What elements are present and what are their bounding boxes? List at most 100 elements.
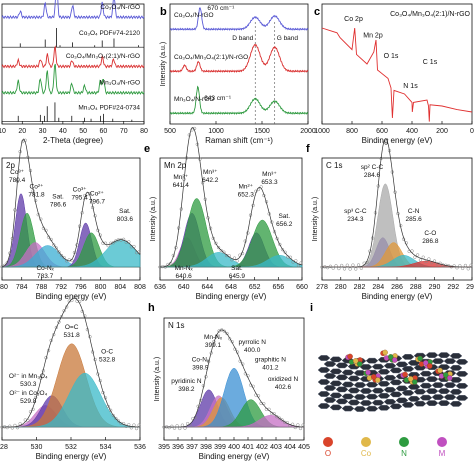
nanoparticle-atom: [437, 367, 443, 374]
panel-g-o1s: 528 530 532 534 536 Binding energy (eV) O=C531…: [0, 295, 146, 461]
xps-peak-label: Co²⁺: [90, 191, 104, 198]
x-tick-label-h: 404: [284, 444, 296, 451]
nanoparticle-atom: [402, 371, 408, 378]
x-tick-label-g: 536: [134, 444, 146, 451]
xps-peak-value: 642.2: [202, 177, 219, 184]
graphene-hexagon: [437, 352, 451, 358]
xps-raw-data-point: [180, 423, 185, 427]
x-axis-label-c: Binding energy (eV): [362, 136, 433, 145]
raman-annotation-670: 670 cm⁻¹: [207, 5, 235, 12]
panel-letter-b: b: [160, 6, 167, 18]
x-tick-label-h: 400: [228, 444, 240, 451]
x-tick-label-a: 80: [140, 128, 148, 135]
x-tick-label-b: 500: [164, 128, 176, 135]
x-tick-label-c: 800: [346, 128, 358, 135]
y-axis-label-h: Intensity (a.u.): [154, 357, 161, 401]
xps-peak-value: 786.6: [50, 202, 67, 209]
axes-frame-c: [321, 3, 473, 125]
x-tick-label-d: 808: [134, 284, 146, 291]
graphene-hexagon: [347, 399, 361, 406]
xps-fit-envelope: [160, 127, 303, 268]
x-tick-label-d: 800: [95, 284, 107, 291]
xps-peak-label: Co-Nₓ: [36, 265, 54, 272]
xps-panel-title: 2p: [6, 161, 15, 170]
graphene-hexagon: [329, 404, 343, 411]
x-axis-label-b: Raman shift (cm⁻¹): [205, 136, 273, 145]
xps-raw-data-point: [8, 424, 12, 428]
x-tick-label-h: 399: [214, 444, 226, 451]
graphene-hexagon: [389, 367, 403, 374]
x-tick-label-c: 1000: [314, 128, 330, 135]
legend-atom-swatch: [399, 437, 409, 447]
graphene-hexagon: [413, 388, 427, 395]
xps-raw-data-point: [216, 245, 221, 250]
xps-peak-value: 531.8: [64, 332, 81, 339]
xps-fit-envelope: [1, 138, 141, 268]
xps-raw-data-point: [5, 425, 9, 430]
graphene-hexagon: [443, 382, 457, 388]
x-tick-label-f: 292: [447, 284, 459, 291]
xps-peak-value: 795.4: [71, 195, 88, 202]
graphene-hexagon: [359, 388, 373, 394]
xps-peak-label: Mn²⁺: [238, 184, 253, 191]
survey-peak-label: O 1s: [384, 53, 399, 60]
nanoparticle-atom: [392, 357, 398, 363]
xps-raw-data-point: [466, 267, 470, 271]
graphene-hexagon: [377, 393, 391, 399]
xps-peak-label: Co³⁺: [10, 169, 24, 176]
xps-raw-data-point: [225, 331, 229, 336]
xps-peak-label: C-O: [424, 230, 436, 237]
x-tick-label-e: 652: [249, 284, 261, 291]
xps-peak-value: 400.0: [244, 347, 261, 354]
axes-frame-b: [169, 3, 309, 125]
x-tick-label-d: 792: [55, 284, 67, 291]
xps-raw-data-point: [178, 426, 182, 431]
graphene-hexagon: [389, 403, 403, 410]
graphene-hexagon: [341, 369, 355, 376]
nanoparticle-atom: [365, 369, 371, 376]
xps-peak-value: 398.9: [192, 364, 209, 371]
survey-peak-label: N 1s: [403, 83, 418, 90]
xps-peak-value: 234.3: [347, 216, 364, 223]
x-tick-label-f: 286: [391, 284, 403, 291]
nanoparticle-atom: [417, 355, 423, 362]
graphene-hexagon: [449, 389, 463, 395]
x-tick-label-d: 804: [114, 284, 126, 291]
graphene-hexagon: [317, 367, 331, 373]
graphene-hexagon: [341, 393, 355, 400]
xps-peak-label: O²⁻ in Mn₃O₄: [9, 373, 48, 380]
graphene-hexagon: [401, 390, 415, 396]
xps-raw-data-point: [413, 255, 417, 259]
xrd-series-label: Co₃O₄/N-rGO: [100, 4, 140, 11]
raman-series-line: [169, 7, 309, 31]
xps-fit-envelope: [2, 297, 140, 428]
xps-peak-value: 641.4: [173, 182, 190, 189]
graphene-hexagon: [353, 382, 367, 388]
xps-peak-value: 645.9: [229, 273, 246, 280]
xps-raw-data-point: [280, 418, 284, 422]
graphene-hexagon: [443, 394, 457, 400]
nanoparticle-atom: [357, 361, 363, 367]
xps-peak-label: graphitic N: [255, 356, 286, 363]
xps-peak-value: 401.2: [262, 364, 279, 371]
graphene-hexagon: [377, 369, 391, 375]
xrd-series-label: Mn₃O₄ PDF#24-0734: [78, 105, 140, 112]
graphene-hexagon: [455, 371, 469, 377]
x-tick-label-e: 636: [154, 284, 166, 291]
xps-peak-value: 781.8: [28, 192, 45, 199]
xps-panel-title: C 1s: [326, 161, 342, 170]
x-tick-label-b: 1500: [254, 128, 270, 135]
xps-peak-value: 653.3: [261, 179, 278, 186]
graphene-hexagon: [365, 381, 379, 388]
xps-peak-value: 796.7: [89, 199, 106, 206]
graphene-hexagon: [323, 385, 337, 391]
graphene-hexagon: [371, 387, 385, 394]
xps-peak-label: sp³ C-C: [344, 208, 367, 215]
xrd-series-label: Co₃O₄ PDF#74-2120: [79, 30, 140, 37]
xps-raw-data-point: [54, 246, 58, 250]
graphene-hexagon: [365, 405, 379, 412]
nanoparticle-atom: [375, 377, 381, 383]
graphene-hexagon: [329, 380, 343, 387]
legend-atom-label: N: [401, 449, 407, 458]
xps-raw-data-point: [296, 423, 300, 427]
